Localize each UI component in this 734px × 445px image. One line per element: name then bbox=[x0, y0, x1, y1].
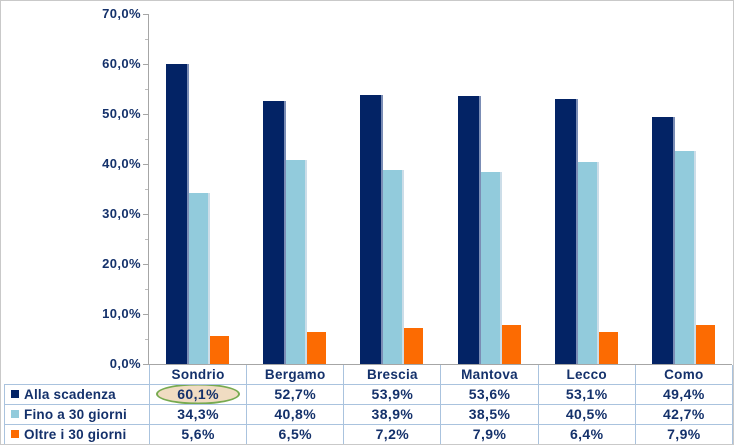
y-axis-label: 40,0% bbox=[102, 156, 141, 171]
bar-oltre-i-30-giorni-sondrio bbox=[208, 336, 230, 364]
value-cell-fino-a-30-giorni-brescia: 38,9% bbox=[343, 403, 442, 425]
y-axis-label: 70,0% bbox=[102, 6, 141, 21]
cell-value: 7,9% bbox=[472, 426, 507, 442]
column-header-brescia: Brescia bbox=[343, 365, 442, 385]
cell-value: 40,5% bbox=[565, 406, 608, 422]
bar-alla-scadenza-lecco bbox=[554, 98, 576, 364]
highlight-ellipse bbox=[156, 385, 241, 403]
cell-value: 5,6% bbox=[181, 426, 215, 442]
legend-item-fino-a-30-giorni: Fino a 30 giorni bbox=[4, 403, 150, 425]
y-axis-major-tick bbox=[143, 114, 148, 115]
cell-value: 42,7% bbox=[663, 406, 705, 422]
y-axis-minor-tick bbox=[145, 189, 148, 190]
cell-value: 38,9% bbox=[371, 406, 414, 422]
value-cell-oltre-i-30-giorni-bergamo: 6,5% bbox=[246, 423, 345, 444]
bar-oltre-i-30-giorni-lecco bbox=[596, 332, 618, 364]
value-cell-oltre-i-30-giorni-brescia: 7,2% bbox=[343, 423, 442, 444]
cell-value: 53,6% bbox=[468, 386, 511, 402]
bar-alla-scadenza-mantova bbox=[457, 96, 479, 364]
y-axis-minor-tick bbox=[145, 339, 148, 340]
bar-alla-scadenza-sondrio bbox=[166, 63, 188, 364]
value-cell-oltre-i-30-giorni-mantova: 7,9% bbox=[440, 423, 539, 444]
y-axis-major-tick bbox=[143, 64, 148, 65]
table-row-oltre-i-30-giorni: Oltre i 30 giorni 5,6% 6,5% 7,2% 7,9% 6,4% 7,9… bbox=[4, 423, 733, 444]
bar-fino-a-30-giorni-como bbox=[672, 150, 694, 364]
bar-alla-scadenza-brescia bbox=[360, 94, 382, 364]
value-cell-fino-a-30-giorni-bergamo: 40,8% bbox=[246, 403, 345, 425]
cell-value: 60,1% bbox=[177, 386, 219, 402]
y-axis-major-tick bbox=[143, 164, 148, 165]
value-cell-alla-scadenza-sondrio: 60,1% bbox=[148, 383, 248, 405]
y-axis-label: 20,0% bbox=[102, 256, 141, 271]
legend-swatch-icon bbox=[11, 409, 19, 418]
legend-item-oltre-i-30-giorni: Oltre i 30 giorni bbox=[4, 423, 150, 444]
column-header-bergamo: Bergamo bbox=[246, 365, 345, 385]
cell-value: 52,7% bbox=[274, 386, 317, 402]
cell-value: 40,8% bbox=[274, 406, 317, 422]
legend-swatch-icon bbox=[11, 429, 19, 438]
y-axis-minor-tick bbox=[145, 39, 148, 40]
bar-fino-a-30-giorni-brescia bbox=[381, 169, 403, 364]
y-axis-label: 0,0% bbox=[109, 356, 141, 371]
value-cell-oltre-i-30-giorni-como: 7,9% bbox=[634, 423, 733, 444]
column-header-sondrio: Sondrio bbox=[148, 365, 248, 385]
cell-value: 53,9% bbox=[371, 386, 414, 402]
cell-value: 6,5% bbox=[278, 426, 312, 442]
table-header-row: Sondrio Bergamo Brescia Mantova Lecco Como bbox=[4, 365, 733, 385]
cell-value: 6,4% bbox=[569, 426, 604, 442]
bar-alla-scadenza-bergamo bbox=[263, 100, 285, 364]
legend-label: Alla scadenza bbox=[24, 386, 116, 402]
value-cell-oltre-i-30-giorni-sondrio: 5,6% bbox=[148, 423, 248, 444]
y-axis-label: 50,0% bbox=[102, 106, 141, 121]
y-axis-label: 60,0% bbox=[102, 56, 141, 71]
y-axis-minor-tick bbox=[145, 89, 148, 90]
cell-value: 49,4% bbox=[663, 386, 705, 402]
y-axis-major-tick bbox=[143, 264, 148, 265]
y-axis-line bbox=[148, 14, 149, 364]
bar-fino-a-30-giorni-sondrio bbox=[187, 192, 209, 364]
bar-fino-a-30-giorni-bergamo bbox=[284, 160, 306, 364]
legend-label: Oltre i 30 giorni bbox=[24, 426, 127, 442]
value-cell-alla-scadenza-lecco: 53,1% bbox=[537, 383, 636, 405]
data-table: Sondrio Bergamo Brescia Mantova Lecco Como All… bbox=[4, 365, 733, 444]
legend-swatch-icon bbox=[11, 389, 19, 398]
cell-value: 38,5% bbox=[468, 406, 511, 422]
bar-fino-a-30-giorni-mantova bbox=[478, 171, 500, 364]
y-axis-major-tick bbox=[143, 14, 148, 15]
cell-value: 53,1% bbox=[565, 386, 608, 402]
bar-alla-scadenza-como bbox=[651, 117, 673, 364]
cell-value: 34,3% bbox=[177, 406, 219, 422]
table-row-alla-scadenza: Alla scadenza 60,1% 52,7% 53,9% 53,6% 53,1% 49… bbox=[4, 383, 733, 405]
value-cell-oltre-i-30-giorni-lecco: 6,4% bbox=[537, 423, 636, 444]
y-axis-minor-tick bbox=[145, 139, 148, 140]
x-axis-line bbox=[144, 364, 732, 365]
y-axis-major-tick bbox=[143, 314, 148, 315]
y-axis-label: 10,0% bbox=[102, 306, 141, 321]
legend-label: Fino a 30 giorni bbox=[24, 406, 127, 422]
y-axis-minor-tick bbox=[145, 239, 148, 240]
y-axis-minor-tick bbox=[145, 289, 148, 290]
value-cell-alla-scadenza-bergamo: 52,7% bbox=[246, 383, 345, 405]
cell-value: 7,2% bbox=[375, 426, 410, 442]
value-cell-alla-scadenza-mantova: 53,6% bbox=[440, 383, 539, 405]
bar-fino-a-30-giorni-lecco bbox=[575, 161, 597, 364]
cell-value: 7,9% bbox=[667, 426, 701, 442]
bar-oltre-i-30-giorni-como bbox=[693, 324, 715, 364]
y-axis-label: 30,0% bbox=[102, 206, 141, 221]
y-axis-major-tick bbox=[143, 214, 148, 215]
bar-oltre-i-30-giorni-mantova bbox=[499, 324, 521, 364]
bar-oltre-i-30-giorni-bergamo bbox=[305, 331, 327, 364]
bar-oltre-i-30-giorni-brescia bbox=[402, 328, 424, 364]
